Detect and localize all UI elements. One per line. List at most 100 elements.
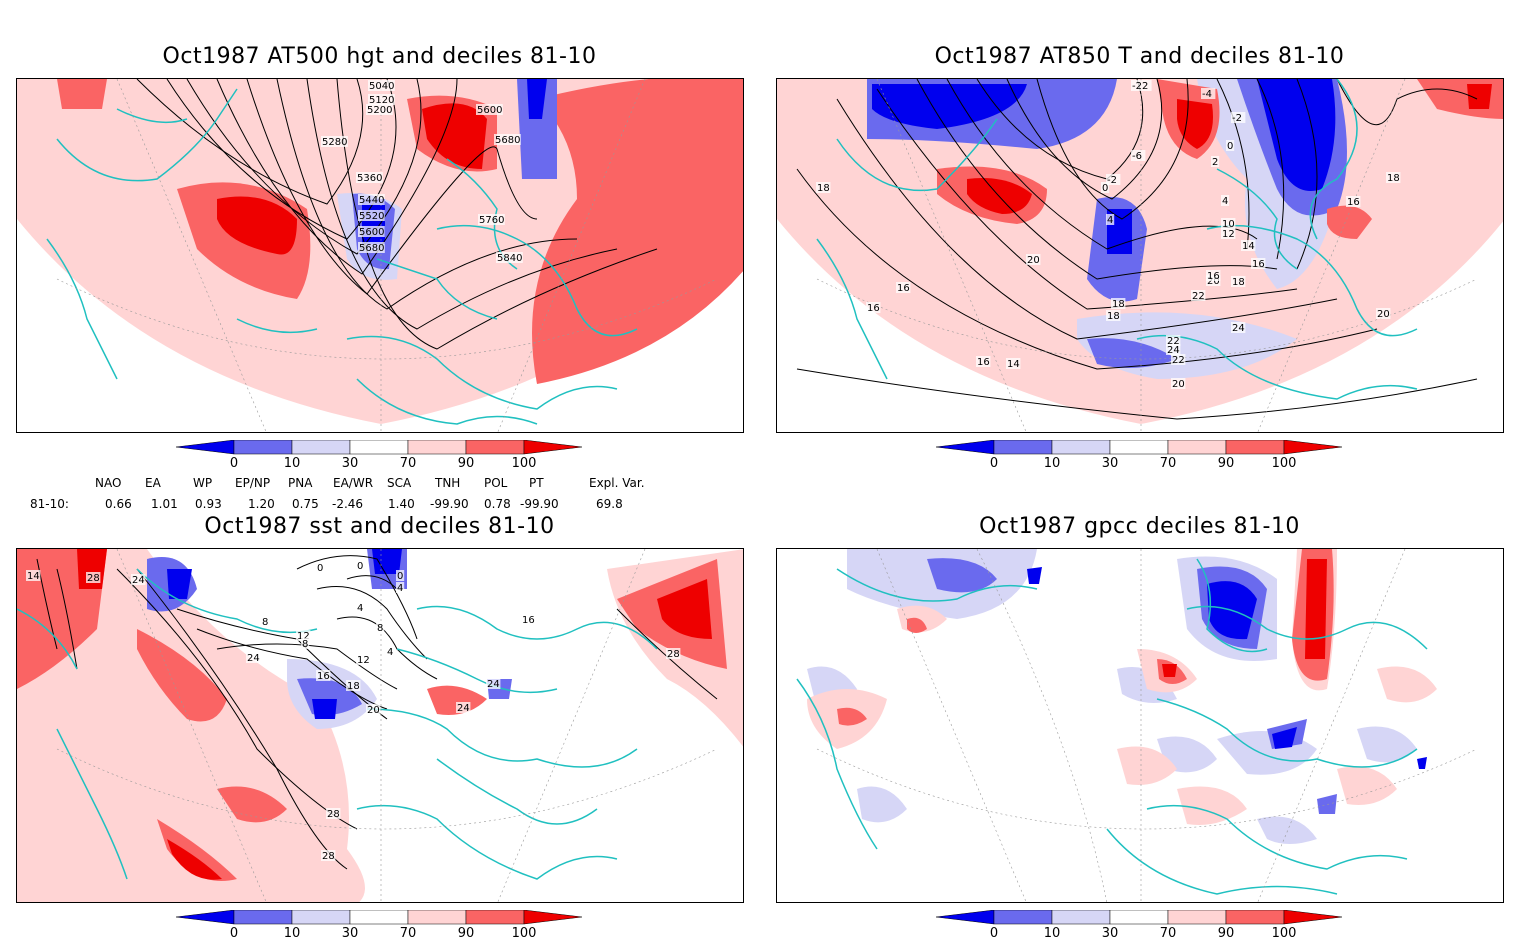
contour-label: -6 xyxy=(1132,151,1142,162)
teleconnection-value-cell: -2.46 xyxy=(332,497,364,511)
contour-label-bg xyxy=(368,94,395,105)
colorbar-segment xyxy=(936,440,995,455)
contour-label-bg xyxy=(521,614,536,625)
contour-label: 5600 xyxy=(477,105,502,116)
contour-label-bg xyxy=(976,356,991,367)
contour-label: 18 xyxy=(1387,173,1400,184)
teleconnection-value-cell: 1.01 xyxy=(151,497,178,511)
contour-label-bg xyxy=(1101,182,1110,193)
contour-label: 20 xyxy=(1172,379,1185,390)
colorbar-segment xyxy=(407,440,467,455)
contour-label-bg xyxy=(476,104,503,115)
contour-label-bg xyxy=(301,638,310,649)
colorbar-segment xyxy=(233,910,293,925)
map-at850-svg: -22-4-2-6-200244101214161820222424222018… xyxy=(777,79,1503,432)
colorbar-panel3: 0 10 30 70 90 100 xyxy=(176,910,586,950)
contour-label-bg xyxy=(1111,298,1126,309)
contour-label: 8 xyxy=(377,623,383,634)
contour-label-bg xyxy=(494,134,521,145)
map-gpcc-svg xyxy=(796,549,1478,902)
contour-label-bg xyxy=(1241,240,1256,251)
contour-label: 5680 xyxy=(359,243,384,254)
teleconnection-header-cell: Expl. Var. xyxy=(589,476,645,490)
contour-label: 24 xyxy=(1232,323,1245,334)
contour-label: 8 xyxy=(262,617,268,628)
contour-label: 4 xyxy=(397,583,403,594)
contour-label: 0 xyxy=(397,571,403,582)
teleconnection-header-cell: POL xyxy=(484,476,508,490)
panel3-title: Oct1987 sst and deciles 81-10 xyxy=(204,514,555,539)
contour-label-bg xyxy=(1131,150,1146,161)
contour-label: 8 xyxy=(302,639,308,650)
colorbar-segment xyxy=(993,440,1053,455)
contour-label-bg xyxy=(326,808,341,819)
contour-label: 4 xyxy=(387,647,393,658)
contour-label: 2 xyxy=(1212,157,1218,168)
contour-label: 28 xyxy=(87,573,100,584)
contour-label: 16 xyxy=(317,671,330,682)
contour-label: 4 xyxy=(1107,215,1113,226)
contour-label-bg xyxy=(356,602,365,613)
contour-label: 22 xyxy=(1192,291,1205,302)
contour-label: 14 xyxy=(1007,359,1020,370)
teleconnection-value-cell: 1.40 xyxy=(388,497,415,511)
colorbar-panel4: 0 10 30 70 90 100 xyxy=(936,910,1346,950)
teleconnection-value-cell: -99.90 xyxy=(430,497,469,511)
contour-label-bg xyxy=(1386,172,1401,183)
contour-label: 22 xyxy=(1172,355,1185,366)
colorbar-tick-label: 10 xyxy=(283,456,301,471)
contour-label-bg xyxy=(358,226,385,237)
contour-label-bg xyxy=(358,242,385,253)
contour-label-bg xyxy=(246,652,261,663)
contour-label-bg xyxy=(358,194,385,205)
contour-label: 5120 xyxy=(369,95,394,106)
contour-label-bg xyxy=(1006,358,1021,369)
contour-label: 20 xyxy=(1377,309,1390,320)
contour-label: 18 xyxy=(347,681,360,692)
contour-label-bg xyxy=(1166,344,1181,355)
teleconnection-value-cell: 0.75 xyxy=(292,497,319,511)
contour-label: 18 xyxy=(1232,277,1245,288)
colorbar-segment xyxy=(349,440,409,455)
contour-label-bg xyxy=(1221,218,1236,229)
contour-label-bg xyxy=(1376,308,1391,319)
teleconnection-header-cell: PT xyxy=(529,476,544,490)
colorbar-tick-label: 0 xyxy=(229,456,239,471)
contour-label: 20 xyxy=(367,705,380,716)
teleconnection-value-cell: -99.90 xyxy=(520,497,559,511)
contour-label-bg xyxy=(1221,228,1236,239)
colorbar-segment xyxy=(1225,440,1285,455)
contour-label: 14 xyxy=(1242,241,1255,252)
contour-label-bg xyxy=(316,670,331,681)
contour-label-bg xyxy=(368,80,395,91)
contour-label-bg xyxy=(396,582,405,593)
contour-label: 5200 xyxy=(367,105,392,116)
colorbar-segment xyxy=(407,910,467,925)
contour-label: 28 xyxy=(322,851,335,862)
contour-label-bg xyxy=(1231,112,1246,123)
colorbar-tick-label: 90 xyxy=(1217,456,1235,471)
contour-label-bg xyxy=(356,654,371,665)
contour-label: 5440 xyxy=(359,195,384,206)
colorbar-segment xyxy=(176,910,235,925)
contour-label-bg xyxy=(356,560,365,571)
teleconnection-value-cell: 0.93 xyxy=(195,497,222,511)
contour-label-bg xyxy=(86,572,101,583)
contour-label-bg xyxy=(296,630,311,641)
contour-label-bg xyxy=(1166,335,1181,346)
contour-label-bg xyxy=(896,282,911,293)
colorbar-segment xyxy=(1283,440,1343,455)
contour-label-bg xyxy=(376,622,385,633)
contour-label-bg xyxy=(346,680,361,691)
colorbar-segment xyxy=(291,440,351,455)
contour-label: 16 xyxy=(897,283,910,294)
teleconnection-header-cell: EA xyxy=(145,476,161,490)
colorbar-tick-label: 70 xyxy=(1159,926,1177,941)
teleconnection-header-cell: SCA xyxy=(387,476,412,490)
contour-label-bg xyxy=(1106,214,1115,225)
contour-label: 5760 xyxy=(479,215,504,226)
contour-label-bg xyxy=(1106,174,1121,185)
colorbar-segment xyxy=(1051,440,1111,455)
